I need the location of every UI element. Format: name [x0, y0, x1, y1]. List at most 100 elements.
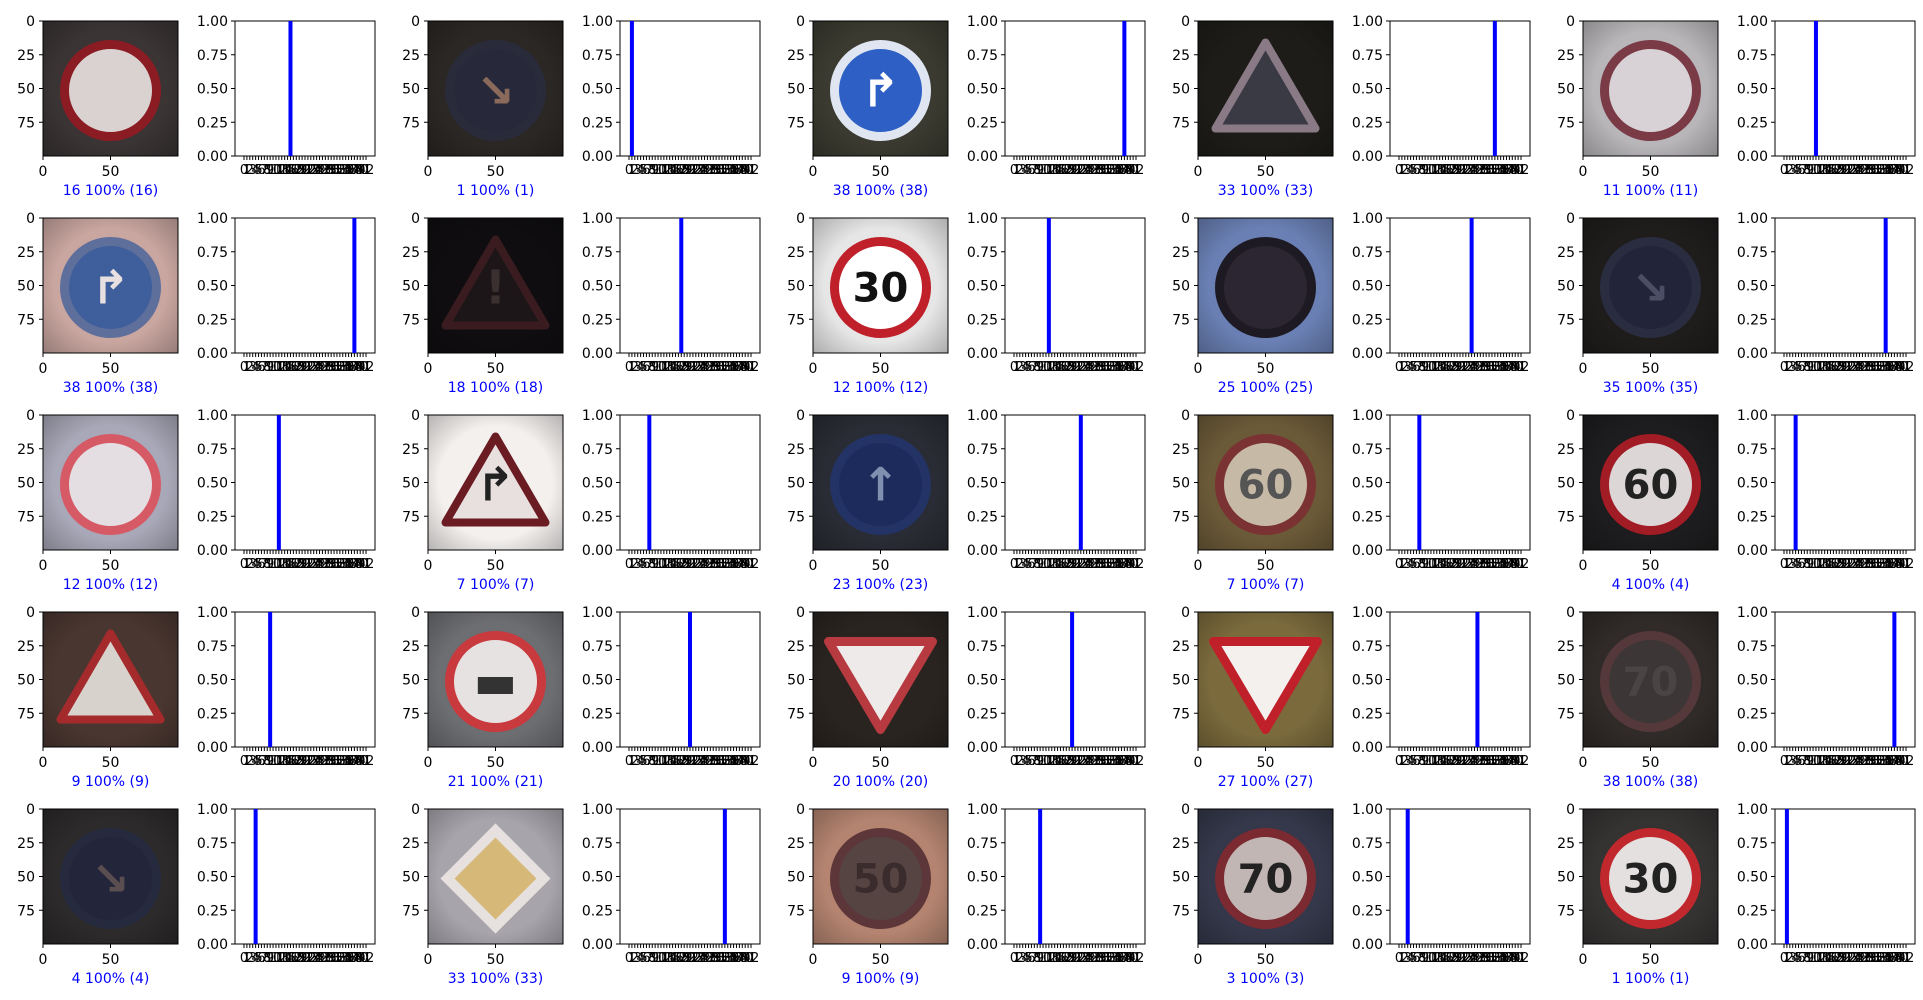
- bar-xtick-label: 29: [1475, 163, 1492, 178]
- image-xtick-label: 0: [1194, 755, 1203, 771]
- bar-xtick-label: 14: [276, 163, 293, 178]
- sign-image: 50 0 25 50 75 0 50 9 100% (9): [787, 802, 949, 987]
- probability-bar: [1784, 809, 1789, 944]
- bar-xtick-label: 17: [670, 163, 687, 178]
- bar-xtick-label: 39: [734, 163, 751, 178]
- image-ytick-label: 75: [1557, 903, 1575, 919]
- bar-xtick-label: 27: [699, 163, 716, 178]
- bar-xtick-label: 14: [276, 557, 293, 572]
- sign-symbol: ▬: [474, 655, 517, 709]
- panel-17: 0 25 50 75 0 50 20 100% (20) 0.00 0.25 0.50 0.75 1.…: [787, 605, 1146, 790]
- bar-xtick-label: 8: [1033, 557, 1041, 572]
- bar-xtick-label: 10: [265, 163, 282, 178]
- bar-ytick-label: 0.25: [1352, 509, 1383, 525]
- bar-xtick-label: 9: [1806, 163, 1814, 178]
- bar-ytick-label: 0.50: [582, 673, 613, 689]
- bar-axes-frame: [619, 20, 761, 157]
- bar-xtick-label: 24: [1460, 163, 1477, 178]
- bar-xtick-label: 26: [1081, 360, 1098, 375]
- prediction-caption: 4 100% (4): [1612, 577, 1690, 593]
- bar-xtick-label: 16: [282, 360, 299, 375]
- bar-xtick-label: 15: [664, 557, 681, 572]
- bar-xtick-label: 30: [1093, 360, 1110, 375]
- bar-xtick-label: 21: [1452, 360, 1469, 375]
- bar-ytick-label: 0.50: [197, 279, 228, 295]
- image-ytick-label: 0: [26, 802, 35, 818]
- bar-xtick-label: 31: [326, 557, 343, 572]
- bar-xtick-label: 15: [1434, 163, 1451, 178]
- image-ytick-label: 25: [402, 639, 420, 655]
- bar-xtick-label: 4: [1406, 360, 1414, 375]
- bar-ytick-label: 1.00: [582, 408, 613, 424]
- image-xtick-label: 50: [872, 558, 890, 574]
- bar-ytick-label: 1.00: [582, 211, 613, 227]
- bar-xtick-label: 22: [1455, 360, 1472, 375]
- bar-xtick-label: 27: [1084, 163, 1101, 178]
- bar-ytick-label: 0.00: [1352, 346, 1383, 362]
- bar-xtick-label: 9: [266, 360, 274, 375]
- bar-xtick-label: 21: [297, 163, 314, 178]
- bar-xtick-label: 16: [1052, 360, 1069, 375]
- bar-xtick-label: 7: [260, 163, 268, 178]
- image-ytick-label: 50: [1557, 870, 1575, 886]
- bar-xtick-label: 20: [679, 163, 696, 178]
- prediction-caption: 38 100% (38): [833, 183, 928, 199]
- bar-xtick-label: 16: [1437, 360, 1454, 375]
- bar-xtick-label: 20: [679, 360, 696, 375]
- panel-23: 70 0 25 50 75 0 50 3 100% (3) 0.00 0.25 0.50 0.75 1.…: [1172, 802, 1531, 987]
- bar-xtick-label: 22: [1840, 360, 1857, 375]
- bar-xtick-label: 34: [719, 360, 736, 375]
- image-ytick-label: 75: [17, 706, 35, 722]
- bar-xtick-label: 15: [279, 163, 296, 178]
- bar-xtick-label: 4: [636, 557, 644, 572]
- bar-xtick-label: 10: [650, 360, 667, 375]
- bar-xtick-label: 1: [1013, 163, 1021, 178]
- panel-22: 50 0 25 50 75 0 50 9 100% (9) 0.00 0.25 0.50 0.75 1.…: [787, 802, 1146, 987]
- bar-xtick-label: 37: [343, 557, 360, 572]
- bar-xtick-label: 35: [722, 163, 739, 178]
- image-xtick-label: 50: [102, 164, 120, 180]
- panel-14: 60 0 25 50 75 0 50 4 100% (4) 0.00 0.25 0.50 0.75 1.…: [1557, 408, 1916, 593]
- bar-xtick-label: 32: [329, 360, 346, 375]
- bar-xtick-label: 27: [1469, 360, 1486, 375]
- sign-image: ↘ 0 25 50 75 0 50 1 100% (1): [402, 14, 564, 199]
- bar-ytick-label: 0.25: [1737, 115, 1768, 131]
- panel-13: 60 0 25 50 75 0 50 7 100% (7) 0.00 0.25 0.50 0.75 1.…: [1172, 408, 1531, 593]
- bar-xtick-label: 42: [358, 163, 375, 178]
- bar-xtick-label: 11: [653, 557, 670, 572]
- bar-ytick-label: 0.25: [967, 903, 998, 919]
- sign-symbol: 50: [853, 857, 909, 903]
- bar-xtick-label: 33: [1102, 557, 1119, 572]
- bar-xtick-label: 31: [1481, 163, 1498, 178]
- probability-bar-chart: 0.000.250.500.751.0001234567891011121314…: [1352, 14, 1531, 178]
- bar-ytick-label: 0.25: [967, 706, 998, 722]
- bar-xtick-label: 38: [731, 163, 748, 178]
- bar-ytick-label: 0.25: [582, 509, 613, 525]
- image-ytick-label: 50: [787, 673, 805, 689]
- sign-shape: [830, 434, 931, 535]
- bar-xtick-label: 18: [1443, 163, 1460, 178]
- image-ytick-label: 0: [26, 605, 35, 621]
- bar-xtick-label: 24: [1075, 360, 1092, 375]
- sign-symbol: ↑: [861, 458, 900, 512]
- image-ytick-label: 0: [1566, 605, 1575, 621]
- bar-xtick-label: 9: [1421, 163, 1429, 178]
- bar-xtick-label: 18: [1828, 360, 1845, 375]
- bar-xtick-label: 14: [1816, 360, 1833, 375]
- bar-xtick-label: 9: [1806, 360, 1814, 375]
- bar-xtick-label: 35: [337, 360, 354, 375]
- bar-xtick-label: 0: [240, 163, 248, 178]
- bar-axes-frame: [1004, 808, 1146, 945]
- probability-bar: [1813, 21, 1818, 156]
- bar-xtick-label: 28: [1472, 360, 1489, 375]
- bar-xtick-label: 0: [1395, 163, 1403, 178]
- bar-xtick-label: 42: [743, 163, 760, 178]
- bar-xtick-label: 40: [1122, 163, 1139, 178]
- image-ytick-label: 25: [1172, 48, 1190, 64]
- bar-xtick-label: 10: [1035, 557, 1052, 572]
- bar-ytick-label: 0.75: [1737, 48, 1768, 64]
- sign-image: 30 0 25 50 75 0 50 1 100% (1): [1557, 802, 1719, 987]
- image-xtick-label: 50: [102, 952, 120, 968]
